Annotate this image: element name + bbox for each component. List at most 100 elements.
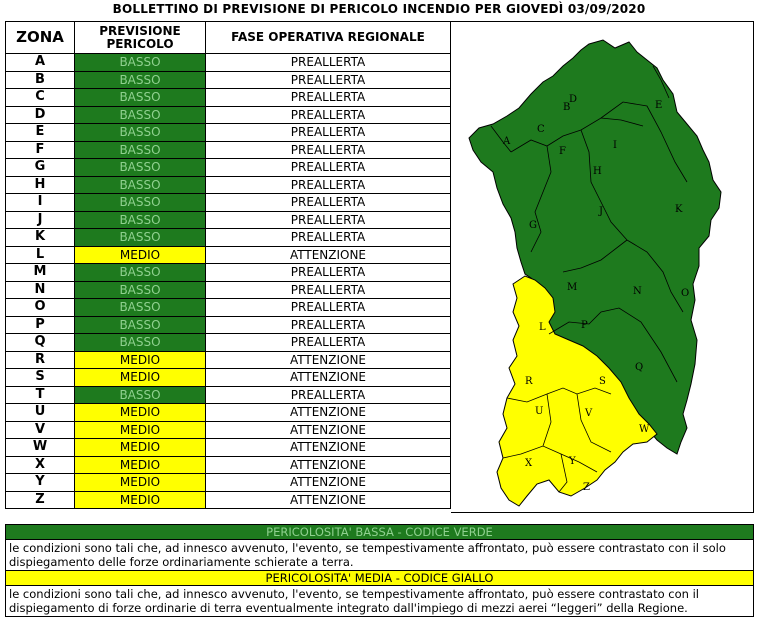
zone-pericolo: BASSO [74, 158, 206, 177]
zone-pericolo: BASSO [74, 53, 206, 72]
table-header-row: ZONA PREVISIONE PERICOLO FASE OPERATIVA … [5, 21, 451, 54]
table-row: W MEDIO ATTENZIONE [5, 438, 451, 457]
header-zona: ZONA [5, 21, 75, 54]
zone-code: N [5, 280, 75, 299]
map-label-v: V [584, 408, 593, 419]
zones-table-body: A BASSO PREALLERTA B BASSO PREALLERTA C BASSO PR… [5, 53, 451, 509]
zone-pericolo: BASSO [74, 123, 206, 142]
map-label-d: D [569, 94, 577, 105]
map-label-b: B [563, 102, 570, 113]
header-fase: FASE OPERATIVA REGIONALE [205, 21, 451, 54]
zone-pericolo: BASSO [74, 70, 206, 89]
table-row: H BASSO PREALLERTA [5, 175, 451, 194]
map-label-u: U [535, 406, 543, 417]
zone-fase: PREALLERTA [205, 53, 451, 72]
table-row: T BASSO PREALLERTA [5, 385, 451, 404]
header-previsione-line2: PERICOLO [106, 36, 174, 51]
map-label-e: E [655, 100, 662, 111]
zone-pericolo: BASSO [74, 140, 206, 159]
zone-code: C [5, 88, 75, 107]
zone-fase: PREALLERTA [205, 385, 451, 404]
zone-pericolo: BASSO [74, 315, 206, 334]
map-label-z: Z [583, 482, 590, 493]
table-row: O BASSO PREALLERTA [5, 298, 451, 317]
zone-pericolo: MEDIO [74, 490, 206, 509]
table-row: V MEDIO ATTENZIONE [5, 420, 451, 439]
zone-pericolo: BASSO [74, 280, 206, 299]
map-label-x: X [525, 458, 533, 469]
table-row: G BASSO PREALLERTA [5, 158, 451, 177]
zone-pericolo: BASSO [74, 385, 206, 404]
map-label-w: W [639, 424, 650, 435]
table-row: I BASSO PREALLERTA [5, 193, 451, 212]
map-label-p: P [581, 320, 588, 331]
zone-fase: ATTENZIONE [205, 403, 451, 422]
map-label-o: O [681, 288, 689, 299]
table-row: A BASSO PREALLERTA [5, 53, 451, 72]
table-row: C BASSO PREALLERTA [5, 88, 451, 107]
legend-media-text: le condizioni sono tali che, ad innesco … [6, 586, 753, 616]
zone-code: M [5, 263, 75, 282]
table-row: Q BASSO PREALLERTA [5, 333, 451, 352]
zone-fase: PREALLERTA [205, 193, 451, 212]
zone-pericolo: BASSO [74, 88, 206, 107]
map-label-r: R [525, 376, 533, 387]
table-row: L MEDIO ATTENZIONE [5, 245, 451, 264]
zones-table: ZONA PREVISIONE PERICOLO FASE OPERATIVA … [5, 21, 451, 509]
zone-fase: PREALLERTA [205, 88, 451, 107]
map-label-a: A [502, 136, 511, 147]
zone-code: Q [5, 333, 75, 352]
zone-code: X [5, 455, 75, 474]
map-label-q: Q [635, 362, 643, 373]
map-label-y: Y [568, 456, 576, 467]
zone-code: J [5, 210, 75, 229]
table-row: N BASSO PREALLERTA [5, 280, 451, 299]
legend-bassa-text: le condizioni sono tali che, ad innesco … [6, 540, 753, 570]
zone-fase: PREALLERTA [205, 123, 451, 142]
zone-code: K [5, 228, 75, 247]
zone-pericolo: MEDIO [74, 438, 206, 457]
table-row: S MEDIO ATTENZIONE [5, 368, 451, 387]
zone-code: R [5, 350, 75, 369]
zone-pericolo: MEDIO [74, 455, 206, 474]
zone-fase: ATTENZIONE [205, 350, 451, 369]
zone-pericolo: BASSO [74, 333, 206, 352]
zone-pericolo: BASSO [74, 210, 206, 229]
legend-media-title: PERICOLOSITA' MEDIA - CODICE GIALLO [6, 570, 753, 586]
map-zone-labels: A B C D E F G H I J K L M N O P Q R S U V W X Y Z [502, 94, 689, 493]
zone-code: V [5, 420, 75, 439]
zone-pericolo: BASSO [74, 175, 206, 194]
zone-code: D [5, 105, 75, 124]
zone-code: Y [5, 473, 75, 492]
bulletin-title: BOLLETTINO DI PREVISIONE DI PERICOLO INC… [112, 2, 646, 16]
zone-pericolo: MEDIO [74, 350, 206, 369]
zone-fase: PREALLERTA [205, 70, 451, 89]
table-row: P BASSO PREALLERTA [5, 315, 451, 334]
header-previsione-line1: PREVISIONE [99, 23, 181, 38]
zone-fase: ATTENZIONE [205, 420, 451, 439]
table-row: X MEDIO ATTENZIONE [5, 455, 451, 474]
zone-code: U [5, 403, 75, 422]
table-row: F BASSO PREALLERTA [5, 140, 451, 159]
legend-bassa-title: PERICOLOSITA' BASSA - CODICE VERDE [6, 525, 753, 540]
map-label-f: F [559, 146, 566, 157]
zone-fase: PREALLERTA [205, 140, 451, 159]
table-row: U MEDIO ATTENZIONE [5, 403, 451, 422]
zone-code: E [5, 123, 75, 142]
table-row: R MEDIO ATTENZIONE [5, 350, 451, 369]
map-label-m: M [567, 282, 577, 293]
zone-code: I [5, 193, 75, 212]
zone-pericolo: MEDIO [74, 245, 206, 264]
zone-fase: PREALLERTA [205, 298, 451, 317]
zone-code: L [5, 245, 75, 264]
map-zone-borders [490, 65, 688, 493]
zone-fase: ATTENZIONE [205, 455, 451, 474]
zone-code: A [5, 53, 75, 72]
zone-pericolo: MEDIO [74, 368, 206, 387]
map-label-j: J [598, 206, 603, 217]
zone-fase: ATTENZIONE [205, 368, 451, 387]
table-row: J BASSO PREALLERTA [5, 210, 451, 229]
zone-pericolo: BASSO [74, 228, 206, 247]
map-label-k: K [675, 204, 683, 215]
zone-code: P [5, 315, 75, 334]
